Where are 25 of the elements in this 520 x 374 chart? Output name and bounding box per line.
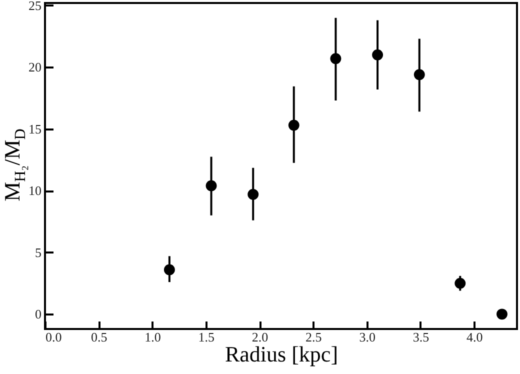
x-axis-title: Radius [kpc] — [224, 342, 338, 366]
y-tick-label: 20 — [28, 60, 42, 75]
x-tick-label: 0.0 — [46, 330, 62, 344]
x-tick-label: 4.0 — [466, 330, 483, 344]
x-tick-label: 1.0 — [144, 330, 161, 344]
point — [248, 188, 259, 200]
point — [164, 264, 175, 276]
x-tick-label: 2.0 — [252, 330, 268, 344]
point — [206, 180, 217, 192]
point — [372, 49, 384, 60]
y-tick-label: 15 — [28, 121, 42, 136]
point — [288, 120, 300, 131]
y-tick-label: 5 — [35, 244, 42, 260]
point — [330, 53, 342, 64]
y-tick-label: 10 — [28, 183, 42, 198]
x-tick-label: 2.5 — [306, 330, 322, 344]
y-tick-label: 0 — [35, 306, 42, 322]
x-tick-label: 3.5 — [412, 330, 430, 344]
y-tick-label: 25 — [28, 0, 42, 13]
x-tick-label: 3.0 — [359, 330, 376, 344]
x-tick-label: 0.5 — [91, 330, 108, 344]
point — [454, 278, 466, 289]
point — [414, 69, 425, 80]
point — [496, 308, 508, 320]
x-tick-label: 1.5 — [198, 330, 215, 344]
